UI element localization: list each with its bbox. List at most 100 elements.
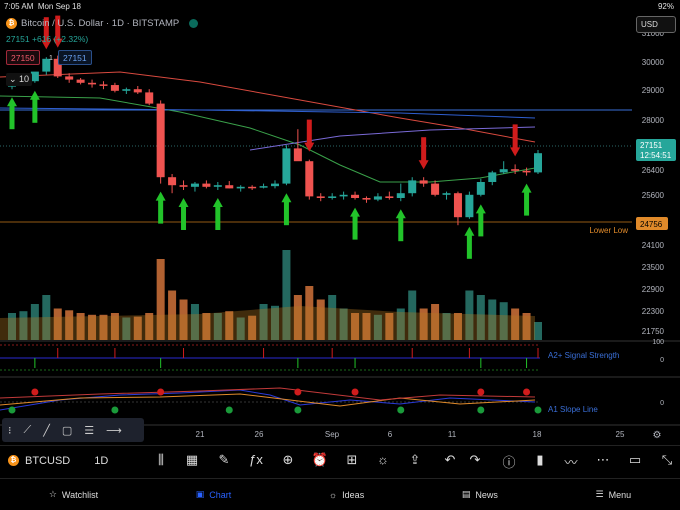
- a1-sell-dot: [31, 388, 39, 396]
- info-icon[interactable]: ⓘ: [502, 455, 516, 470]
- volume-bar: [453, 313, 462, 340]
- buy-arrow-head: [155, 191, 166, 201]
- price-axis-label: 22300: [642, 307, 665, 316]
- buy-arrow-shaft: [283, 201, 289, 226]
- nav-menu[interactable]: ☰ Menu: [596, 489, 632, 500]
- chart-canvas[interactable]: 3100030000290002800027000264002560025000…: [0, 0, 680, 445]
- a1-buy-dot: [477, 406, 485, 414]
- a1-buy-dot: [8, 406, 16, 414]
- buy-button[interactable]: 27151: [58, 50, 92, 65]
- rectangle-tool-icon[interactable]: ▢: [61, 424, 73, 437]
- candle-body: [179, 185, 188, 187]
- symbol-header[interactable]: ₿ Bitcoin / U.S. Dollar · 1D · BITSTAMP: [6, 18, 199, 29]
- grip-icon[interactable]: ⁝: [8, 424, 12, 437]
- currency-select[interactable]: USD: [636, 16, 676, 33]
- candle-body: [110, 85, 119, 91]
- candle-body: [213, 185, 222, 187]
- ma-red-line: [0, 71, 536, 143]
- buy-arrow-shaft: [9, 105, 15, 130]
- buy-arrow-shaft: [32, 98, 38, 123]
- pencil-icon[interactable]: ✎: [218, 452, 230, 467]
- candle-body: [133, 89, 142, 93]
- time-axis-label: 26: [255, 430, 264, 439]
- volume-bar: [76, 313, 85, 340]
- price-axis-label: 21750: [642, 327, 665, 336]
- a1-buy-dot: [534, 406, 542, 414]
- candle-body: [259, 186, 268, 188]
- nav-watchlist-label: Watchlist: [61, 489, 99, 500]
- ray-tool-icon[interactable]: ⟶: [106, 424, 122, 437]
- candle-body: [236, 186, 245, 189]
- a1-sell-dot: [523, 388, 531, 396]
- line-tool-icon[interactable]: ╱: [43, 424, 50, 437]
- price-axis-label: 23500: [642, 263, 665, 272]
- indicators-icon[interactable]: ƒx: [249, 452, 263, 467]
- volume-bar: [511, 308, 520, 340]
- volume-bar: [65, 310, 74, 340]
- idea-bulb-icon[interactable]: ☼: [377, 452, 389, 467]
- add-icon[interactable]: ⊕: [282, 452, 294, 467]
- expand-icon[interactable]: ⤡: [661, 452, 673, 467]
- candle-body: [293, 148, 302, 162]
- a2-axis-label: 0: [660, 357, 664, 364]
- ticker-button[interactable]: BTCUSD: [25, 454, 71, 467]
- interval-button[interactable]: 1D: [94, 454, 109, 467]
- buy-arrow-shaft: [524, 191, 530, 216]
- lines-tool-icon[interactable]: ☰: [84, 424, 95, 437]
- drawing-toolbar[interactable]: ⁝ ⟋ ╱ ▢ ☰ ⟶: [2, 418, 144, 442]
- volume-bar: [8, 313, 16, 340]
- alarm-icon[interactable]: ⏰: [311, 452, 329, 467]
- more-icon[interactable]: ⋯: [596, 452, 610, 467]
- volume-toggle[interactable]: ⌄ 10: [6, 73, 33, 86]
- buy-arrow-head: [281, 193, 292, 203]
- a1-blue-line: [0, 389, 536, 411]
- candle-body: [316, 196, 325, 198]
- volume-bar: [202, 313, 211, 340]
- volume-bar: [534, 322, 542, 340]
- candle-type-icon[interactable]: ⫼: [158, 452, 164, 467]
- time-axis-label: Sep: [325, 430, 340, 439]
- buy-arrow-head: [178, 198, 189, 207]
- trendline-tool-icon[interactable]: ⟋: [23, 423, 32, 436]
- candle-body: [499, 169, 508, 173]
- a1-orange-line: [0, 393, 536, 407]
- a1-buy-dot: [111, 406, 119, 414]
- volume-bar: [53, 308, 62, 340]
- volume-bar: [339, 308, 348, 340]
- nav-chart[interactable]: ▣ Chart: [196, 489, 232, 500]
- volume-bar: [110, 313, 119, 340]
- undo-icon[interactable]: ↶: [444, 452, 456, 467]
- layout-icon[interactable]: ⊞: [346, 452, 358, 467]
- a1-sell-dot: [477, 388, 485, 396]
- nav-news[interactable]: ▤ News: [462, 489, 498, 500]
- candle-body: [408, 180, 417, 194]
- time-axis-label: 11: [448, 430, 457, 439]
- status-bar: 7:05 AM Mon Sep 18 92%: [0, 0, 680, 13]
- volume-bar: [499, 302, 508, 340]
- buy-arrow-head: [212, 198, 223, 207]
- nav-ideas[interactable]: ☼ Ideas: [329, 490, 364, 500]
- time-axis-label: 21: [196, 430, 205, 439]
- share-icon[interactable]: ⇪: [409, 452, 421, 467]
- volume-bar: [259, 304, 268, 340]
- redo-icon[interactable]: ↷: [469, 452, 481, 467]
- sell-button[interactable]: 27150: [6, 50, 40, 65]
- bulb-icon: ☼: [328, 489, 338, 500]
- fullscreen-window-icon[interactable]: ▭: [628, 452, 642, 467]
- buy-arrow-shaft: [181, 206, 187, 230]
- volume-bar: [88, 314, 97, 340]
- candle-body: [202, 183, 211, 187]
- nav-watchlist[interactable]: ☆ Watchlist: [49, 489, 98, 500]
- data-window-icon[interactable]: ▮: [536, 452, 544, 467]
- candle-body: [65, 76, 74, 80]
- buy-arrow-head: [464, 226, 475, 236]
- chart-icon: ▣: [195, 489, 205, 499]
- compare-icon[interactable]: 〰: [564, 455, 578, 470]
- sell-arrow-shaft: [55, 15, 61, 40]
- ma-blue-line: [0, 107, 536, 119]
- spread-value: 1: [49, 55, 53, 62]
- calendar-icon[interactable]: ▦: [185, 452, 199, 467]
- status-battery: 92%: [657, 2, 674, 11]
- volume-bar: [373, 314, 382, 340]
- volume-bar: [225, 311, 234, 340]
